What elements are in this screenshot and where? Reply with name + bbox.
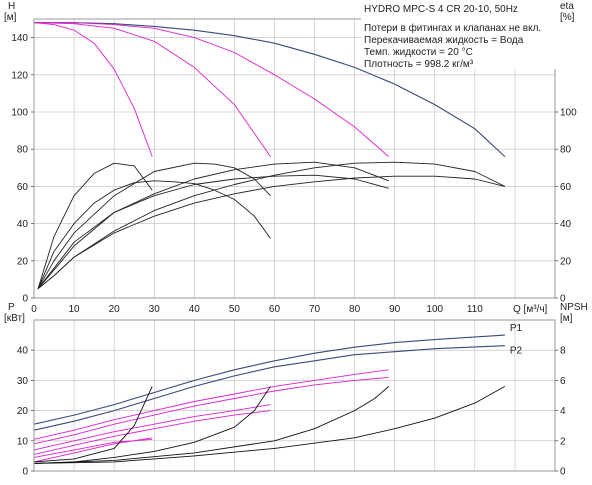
power-stage-curve-6 — [33, 410, 271, 455]
left-axis-tick-label: 40 — [17, 219, 29, 230]
x-axis-tick-label: 100 — [426, 304, 443, 315]
power-stage-curve-8 — [33, 376, 389, 445]
frame-layer — [31, 18, 558, 472]
x-axis-tick-label: 30 — [149, 304, 161, 315]
lower-left-axis-title: P — [8, 302, 15, 313]
left-axis-tick-label: 40 — [17, 346, 29, 357]
right-axis-tick-label: 4 — [560, 406, 566, 417]
x-axis-tick-label: 80 — [349, 304, 361, 315]
npsh-curve-12 — [33, 386, 506, 464]
power-curve-1 — [33, 334, 505, 425]
x-axis-tick-label: 0 — [31, 304, 37, 315]
npsh-curve-10 — [33, 386, 271, 464]
eta-curve-9 — [37, 161, 389, 289]
left-axis-tick-label: 80 — [17, 145, 29, 156]
right-axis-tick-label: 8 — [560, 346, 566, 357]
x-axis-tick-label: 10 — [69, 304, 81, 315]
power-stage-curve-5 — [33, 404, 271, 451]
left-axis-tick-label: 30 — [17, 376, 29, 387]
series-label-p1: P1 — [510, 323, 523, 334]
x-axis-tick-label: 60 — [269, 304, 281, 315]
x-axis-tick-label: 90 — [389, 304, 401, 315]
upper-left-axis-title: H — [8, 1, 15, 12]
head-stage-curve-3 — [33, 22, 271, 157]
left-axis-tick-label: 10 — [17, 436, 29, 447]
left-axis-tick-label: 140 — [11, 33, 28, 44]
eta-curve-6 — [37, 180, 271, 289]
right-axis-tick-label: 0 — [560, 467, 566, 478]
right-axis-tick-label: 6 — [560, 376, 566, 387]
right-axis-tick-label: 60 — [560, 182, 572, 193]
upper-left-axis-unit: [м] — [4, 12, 17, 23]
right-axis-tick-label: 80 — [560, 145, 572, 156]
power-curve-2 — [33, 345, 505, 431]
x-axis-tick-label: 110 — [467, 304, 483, 315]
upper-right-axis-unit: [%] — [560, 12, 575, 23]
right-axis-tick-label: 20 — [560, 256, 572, 267]
series-layer — [33, 22, 506, 464]
upper-plot-frame — [33, 18, 556, 299]
chart-title: HYDRO MPC-S 4 CR 20-10, 50Hz — [364, 4, 518, 15]
left-axis-tick-label: 120 — [11, 70, 28, 81]
head-curve-1 — [34, 22, 506, 158]
text-layer: HYDRO MPC-S 4 CR 20-10, 50Hz Потери в фи… — [4, 1, 588, 478]
eta-curve-11 — [37, 161, 506, 290]
head-stage-curve-2 — [33, 22, 153, 157]
x-axis-tick-label: 50 — [229, 304, 241, 315]
left-axis-tick-label: 0 — [22, 294, 28, 305]
right-axis-tick-label: 2 — [560, 436, 566, 447]
left-axis-tick-label: 60 — [17, 182, 29, 193]
info-note-fittings: Потери в фитингах и клапанах не вкл. — [364, 22, 541, 34]
lower-right-axis-unit: [м] — [560, 313, 573, 324]
npsh-curve-11 — [33, 386, 389, 464]
head-stage-curve-4 — [34, 22, 389, 157]
power-stage-curve-4 — [33, 438, 153, 458]
right-axis-tick-label: 0 — [560, 294, 566, 305]
series-label-p2: P2 — [510, 346, 523, 357]
x-axis-title: Q [м³/ч] — [513, 304, 548, 315]
power-stage-curve-7 — [33, 369, 389, 440]
left-axis-tick-label: 100 — [11, 108, 28, 119]
x-axis-tick-label: 70 — [309, 304, 321, 315]
x-axis-tick-label: 40 — [189, 304, 201, 315]
info-box-background — [361, 2, 557, 69]
right-axis-tick-label: 40 — [560, 219, 572, 230]
lower-plot-frame — [33, 319, 556, 472]
info-note-temperature: Темп. жидкости = 20 °C — [364, 47, 473, 58]
lower-left-axis-unit: [кВт] — [4, 313, 25, 324]
upper-right-axis-title: eta — [560, 1, 574, 12]
eta-curve-7 — [37, 162, 271, 289]
left-axis-tick-label: 0 — [22, 467, 28, 478]
left-axis-tick-label: 20 — [17, 406, 29, 417]
npsh-curve-9 — [33, 386, 153, 463]
eta-curve-8 — [37, 174, 389, 289]
right-axis-tick-label: 100 — [560, 108, 577, 119]
lower-right-axis-title: NPSH — [560, 302, 588, 313]
info-note-density: Плотность = 998.2 кг/м³ — [364, 59, 474, 70]
eta-curve-5 — [37, 162, 153, 289]
left-axis-tick-label: 20 — [17, 256, 29, 267]
info-note-liquid: Перекачиваемая жидкость = Вода — [364, 35, 524, 46]
x-axis-tick-label: 20 — [109, 304, 121, 315]
